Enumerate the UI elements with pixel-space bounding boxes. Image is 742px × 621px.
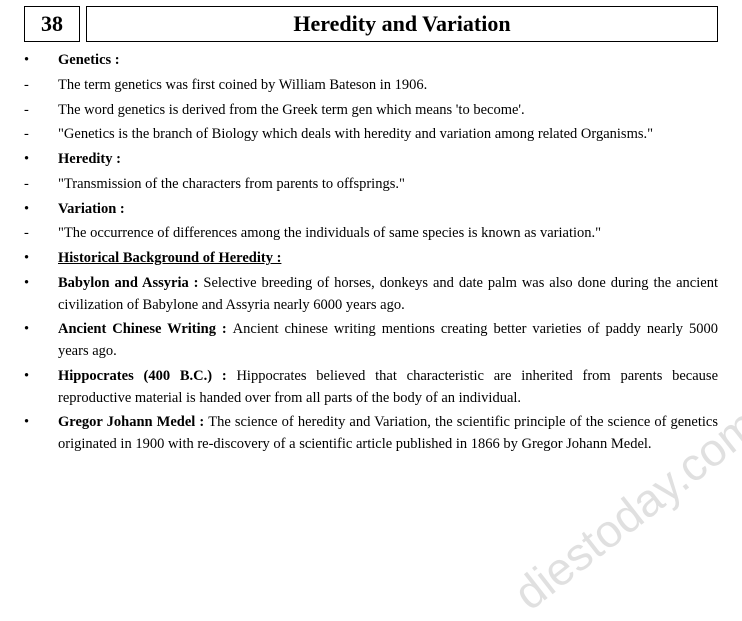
line-text: The word genetics is derived from the Gr… — [58, 102, 525, 118]
line-marker: - — [24, 223, 58, 245]
content-line: -The term genetics was first coined by W… — [24, 75, 718, 97]
line-marker: • — [24, 50, 58, 72]
line-content: Gregor Johann Medel : The science of her… — [58, 412, 718, 456]
line-text: "Transmission of the characters from par… — [58, 176, 405, 192]
content-line: •Heredity : — [24, 149, 718, 171]
line-content: "The occurrence of differences among the… — [58, 223, 718, 245]
runin-heading: Gregor Johann Medel : — [58, 414, 208, 430]
line-content: Genetics : — [58, 50, 718, 72]
chapter-title-box: Heredity and Variation — [86, 6, 718, 42]
content-line: -"Genetics is the branch of Biology whic… — [24, 124, 718, 146]
line-marker: - — [24, 75, 58, 97]
line-content: Historical Background of Heredity : — [58, 248, 718, 270]
content-line: •Historical Background of Heredity : — [24, 248, 718, 270]
line-text: Genetics : — [58, 52, 120, 68]
line-content: Variation : — [58, 199, 718, 221]
line-content: Heredity : — [58, 149, 718, 171]
line-marker: - — [24, 100, 58, 122]
header-row: 38 Heredity and Variation — [24, 6, 718, 42]
line-marker: • — [24, 149, 58, 171]
content-line: •Ancient Chinese Writing : Ancient chine… — [24, 319, 718, 363]
content-lines: •Genetics :-The term genetics was first … — [24, 50, 718, 456]
runin-heading: Hippocrates (400 B.C.) : — [58, 368, 236, 384]
line-marker: • — [24, 366, 58, 410]
line-content: The word genetics is derived from the Gr… — [58, 100, 718, 122]
line-text: "The occurrence of differences among the… — [58, 225, 601, 241]
runin-heading: Babylon and Assyria : — [58, 275, 203, 291]
runin-heading: Ancient Chinese Writing : — [58, 321, 233, 337]
content-line: -"Transmission of the characters from pa… — [24, 174, 718, 196]
line-content: The term genetics was first coined by Wi… — [58, 75, 718, 97]
content-line: -"The occurrence of differences among th… — [24, 223, 718, 245]
line-content: Hippocrates (400 B.C.) : Hippocrates bel… — [58, 366, 718, 410]
content-line: •Gregor Johann Medel : The science of he… — [24, 412, 718, 456]
content-line: •Variation : — [24, 199, 718, 221]
line-text: Variation : — [58, 201, 125, 217]
line-marker: - — [24, 174, 58, 196]
line-text: "Genetics is the branch of Biology which… — [58, 126, 653, 142]
line-text: Heredity : — [58, 151, 121, 167]
page-container: 38 Heredity and Variation •Genetics :-Th… — [0, 0, 742, 469]
line-marker: • — [24, 248, 58, 270]
line-content: "Transmission of the characters from par… — [58, 174, 718, 196]
line-marker: - — [24, 124, 58, 146]
line-text: Historical Background of Heredity : — [58, 250, 281, 266]
line-marker: • — [24, 319, 58, 363]
line-marker: • — [24, 273, 58, 317]
line-content: Babylon and Assyria : Selective breeding… — [58, 273, 718, 317]
content-line: -The word genetics is derived from the G… — [24, 100, 718, 122]
content-line: •Babylon and Assyria : Selective breedin… — [24, 273, 718, 317]
line-content: Ancient Chinese Writing : Ancient chines… — [58, 319, 718, 363]
line-content: "Genetics is the branch of Biology which… — [58, 124, 718, 146]
line-text: The term genetics was first coined by Wi… — [58, 77, 427, 93]
line-marker: • — [24, 199, 58, 221]
content-line: •Genetics : — [24, 50, 718, 72]
line-marker: • — [24, 412, 58, 456]
content-line: •Hippocrates (400 B.C.) : Hippocrates be… — [24, 366, 718, 410]
chapter-number-box: 38 — [24, 6, 80, 42]
